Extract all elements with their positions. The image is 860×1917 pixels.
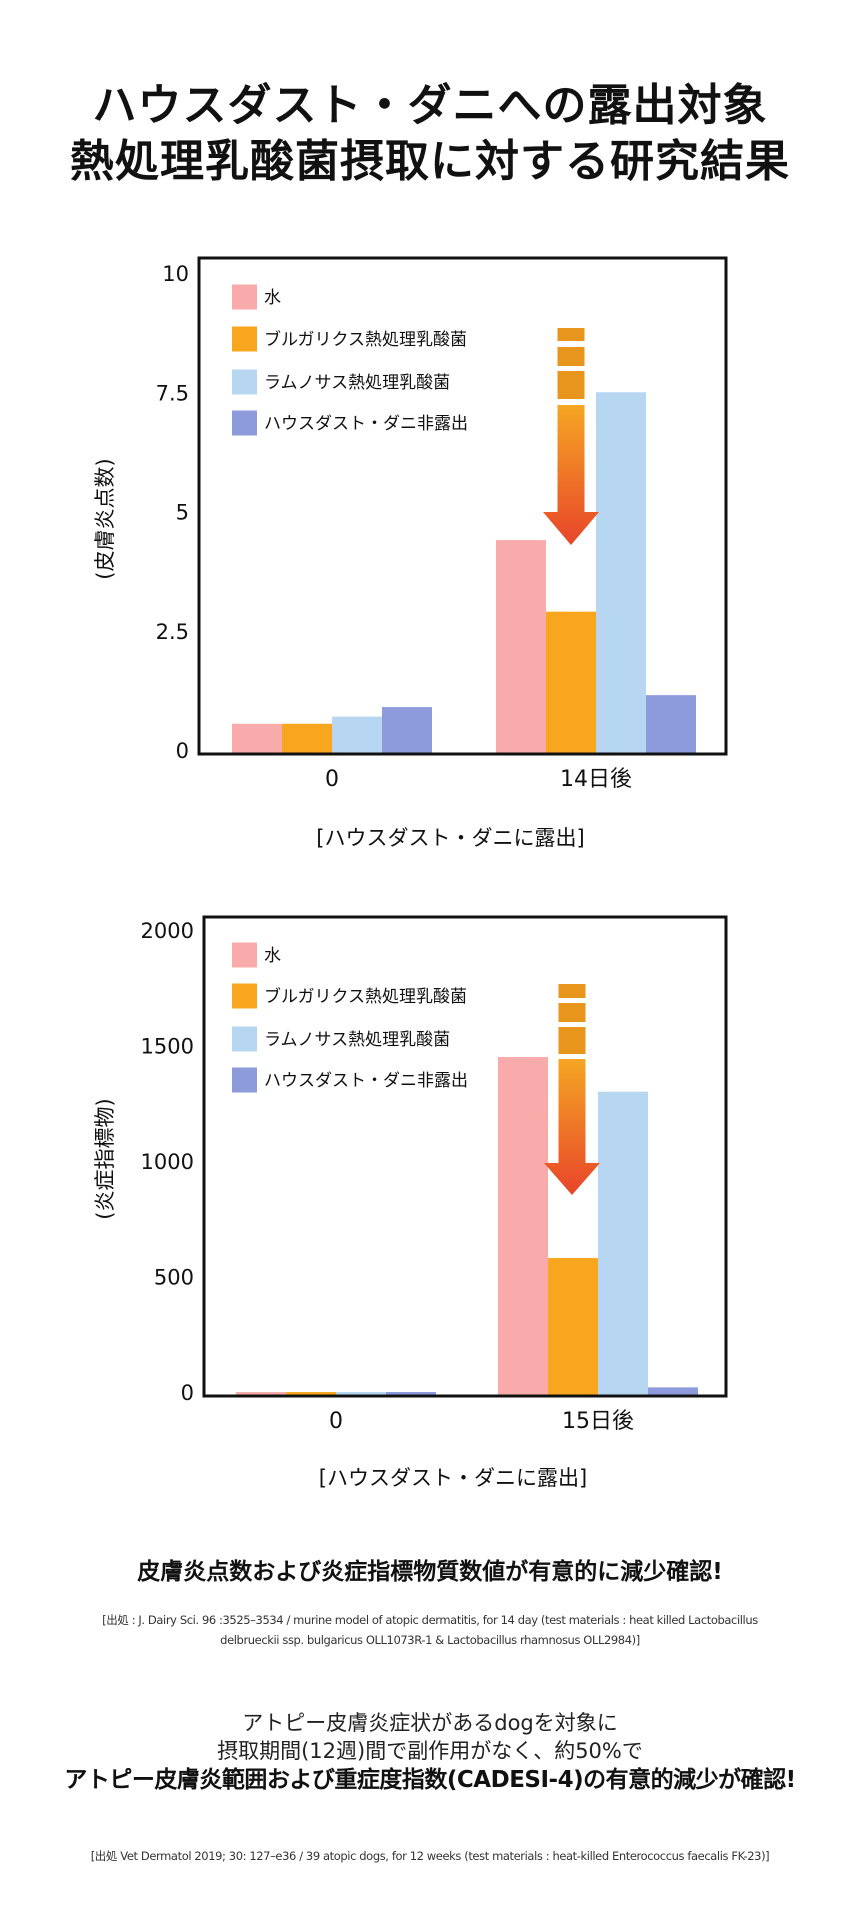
x-tick-label: 0 <box>325 767 339 792</box>
y-tick-label: 1000 <box>141 1150 194 1174</box>
y-axis-title: (炎症指標物) <box>93 1098 117 1219</box>
down-arrow-icon <box>543 405 599 545</box>
down-arrow-icon <box>544 1059 600 1195</box>
y-tick-label: 5 <box>176 501 189 525</box>
y-tick-label: 1500 <box>141 1035 194 1059</box>
arrow-dash <box>557 328 585 341</box>
y-axis-title: (皮膚炎点数) <box>93 458 117 579</box>
bar-bulgaricus-0 <box>286 1392 336 1396</box>
bar-rhamnosus-1 <box>596 392 646 754</box>
x-axis-title: [ハウスダスト・ダニに露出] <box>319 1466 587 1490</box>
legend-label: ハウスダスト・ダニ非露出 <box>264 414 468 434</box>
legend-label: ラムノサス熱処理乳酸菌 <box>264 373 450 393</box>
dog-study-text: アトピー皮膚炎症状があるdogを対象に 摂取期間(12週)間で副作用がなく、約5… <box>0 1709 860 1765</box>
citation-1: [出処 : J. Dairy Sci. 96 :3525–3534 / muri… <box>0 1610 860 1650</box>
arrow-dash <box>558 984 586 998</box>
legend-label: 水 <box>264 288 281 308</box>
x-axis-title: [ハウスダスト・ダニに露出] <box>316 826 584 850</box>
bar-rhamnosus-1 <box>598 1091 648 1396</box>
page-title: ハウスダスト・ダニへの露出対象 熱処理乳酸菌摂取に対する研究結果 <box>0 78 860 190</box>
bar-rhamnosus-0 <box>336 1392 386 1396</box>
bar-water-1 <box>498 1057 548 1396</box>
x-tick-label: 15日後 <box>562 1409 634 1434</box>
bar-non_exposed-1 <box>646 695 696 754</box>
inflammation-marker-chart: 0 15日後 0 500 1000 1500 2000 水ブルガリクス熱処理乳酸菌ラムノサス熱… <box>93 915 728 1490</box>
y-tick-label: 10 <box>162 262 189 286</box>
x-tick-label: 14日後 <box>560 767 632 792</box>
legend-label: 水 <box>264 946 281 966</box>
title-line-1: ハウスダスト・ダニへの露出対象 <box>92 80 768 131</box>
y-tick-label: 7.5 <box>156 381 189 405</box>
legend-swatch-water <box>232 942 257 968</box>
bar-water-0 <box>236 1392 286 1396</box>
legend-swatch-water <box>232 284 257 310</box>
arrow-dash <box>557 347 585 366</box>
legend-swatch-non_exposed <box>232 410 257 436</box>
legend-label: ブルガリクス熱処理乳酸菌 <box>264 986 467 1007</box>
bar-bulgaricus-1 <box>546 611 596 754</box>
legend-swatch-bulgaricus <box>232 326 257 352</box>
y-tick-label: 0 <box>176 739 189 763</box>
legend-label: ラムノサス熱処理乳酸菌 <box>264 1030 450 1050</box>
legend-swatch-rhamnosus <box>232 369 257 395</box>
citation-1-line-2: delbrueckii ssp. bulgaricus OLL1073R-1 &… <box>220 1633 640 1647</box>
legend-label: ブルガリクス熱処理乳酸菌 <box>264 329 467 350</box>
bar-bulgaricus-1 <box>548 1258 598 1396</box>
dog-study-line-2: 摂取期間(12週)間で副作用がなく、約50%で <box>217 1739 643 1763</box>
bar-bulgaricus-0 <box>282 723 332 754</box>
y-tick-label: 2000 <box>141 919 194 943</box>
dermatitis-score-chart: 0 14日後 0 2.5 5 7.5 10 水ブルガリクス熱処理乳酸菌ラムノサス熱処理乳酸菌ハ… <box>93 256 728 850</box>
y-tick-label: 2.5 <box>156 620 189 644</box>
dog-study-line-1: アトピー皮膚炎症状があるdogを対象に <box>242 1711 618 1735</box>
arrow-dash <box>558 1027 586 1054</box>
legend-swatch-non_exposed <box>232 1067 257 1093</box>
legend-label: ハウスダスト・ダニ非露出 <box>264 1071 468 1091</box>
y-tick-label: 0 <box>181 1381 194 1405</box>
legend-swatch-bulgaricus <box>232 983 257 1009</box>
y-tick-label: 500 <box>154 1266 194 1290</box>
arrow-dash <box>558 1003 586 1022</box>
dog-study-conclusion: アトピー皮膚炎範囲および重症度指数(CADESI-4)の有意的減少が確認! <box>64 1767 796 1793</box>
legend-swatch-rhamnosus <box>232 1026 257 1052</box>
x-tick-label: 0 <box>329 1409 343 1434</box>
citation-1-line-1: [出処 : J. Dairy Sci. 96 :3525–3534 / muri… <box>102 1613 758 1627</box>
bar-water-1 <box>496 540 546 754</box>
arrow-dash <box>557 371 585 399</box>
plot-frame <box>202 915 728 1398</box>
bar-water-0 <box>232 723 282 754</box>
bar-non_exposed-0 <box>386 1392 436 1396</box>
bar-non_exposed-1 <box>648 1387 698 1396</box>
bar-non_exposed-0 <box>382 707 432 754</box>
citation-2: [出処 Vet Dermatol 2019; 30: 127–e36 / 39 … <box>90 1849 770 1863</box>
plot-frame <box>197 256 728 756</box>
bar-rhamnosus-0 <box>332 716 382 754</box>
title-line-2: 熱処理乳酸菌摂取に対する研究結果 <box>70 136 790 187</box>
summary-headline: 皮膚炎点数および炎症指標物質数値が有意的に減少確認! <box>137 1559 723 1585</box>
